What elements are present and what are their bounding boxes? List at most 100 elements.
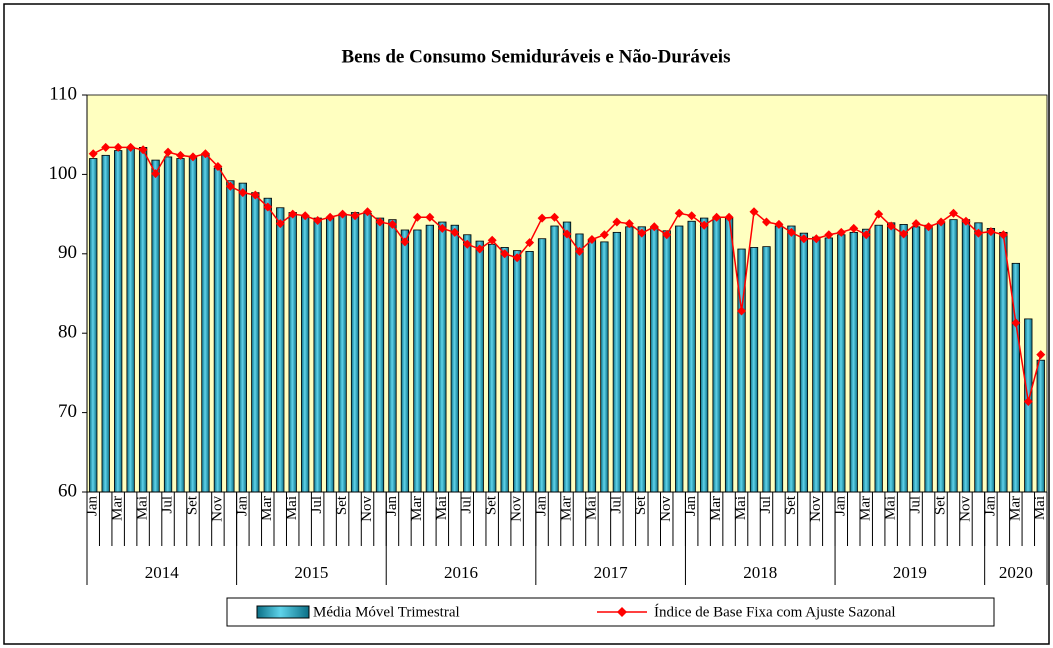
bar (812, 236, 821, 493)
line-marker (1011, 318, 1021, 328)
x-tick-label: Set (633, 495, 649, 515)
bar (550, 225, 559, 493)
line-marker (275, 219, 285, 229)
line-marker (1036, 350, 1046, 360)
line-marker (363, 207, 373, 217)
bar (363, 212, 372, 493)
x-tick-label: Jan (683, 496, 699, 516)
line-marker (300, 211, 310, 221)
x-tick-label: Nov (359, 496, 375, 522)
line-marker (637, 228, 647, 238)
line-marker (899, 229, 909, 239)
bar (887, 222, 896, 493)
bar (263, 197, 272, 493)
line-marker (176, 150, 186, 160)
line-marker (462, 239, 472, 249)
bar (637, 226, 646, 493)
line-marker (886, 221, 896, 231)
x-tick-label: Jan (534, 496, 550, 516)
line-marker (338, 209, 348, 219)
bar (151, 159, 160, 493)
bar (662, 230, 671, 493)
legend-label: Média Móvel Trimestral (313, 604, 460, 620)
x-tick-label: Mar (409, 496, 425, 521)
bar (537, 238, 547, 493)
bar (251, 192, 260, 493)
x-tick-label: Jul (309, 496, 325, 514)
bar (986, 227, 996, 493)
line-marker (961, 216, 971, 226)
line-marker (512, 253, 522, 263)
bar (500, 247, 509, 493)
line-marker (225, 181, 235, 191)
line-marker (263, 202, 273, 212)
bar (625, 226, 634, 493)
y-tick-label: 100 (49, 163, 78, 184)
bar (924, 224, 933, 493)
bar (138, 147, 148, 493)
bar (114, 150, 123, 493)
x-tick-label: Jan (833, 496, 849, 516)
bar (587, 239, 597, 493)
bar (899, 224, 908, 493)
year-label: 2016 (444, 563, 478, 582)
line-marker (861, 230, 871, 240)
line-marker (761, 217, 771, 227)
bar (226, 180, 235, 493)
bar (213, 167, 223, 493)
line-marker (687, 211, 697, 221)
line-marker (699, 220, 709, 230)
x-tick-label: Jan (234, 496, 250, 516)
bar (799, 232, 809, 493)
bar (325, 216, 335, 493)
line-marker (313, 215, 323, 225)
line-marker (874, 209, 884, 219)
year-label: 2014 (145, 563, 180, 582)
x-tick-label: Mai (583, 496, 599, 520)
legend-swatch (617, 607, 627, 617)
year-label: 2017 (594, 563, 629, 582)
line-marker (774, 219, 784, 229)
bar (562, 221, 572, 493)
line-marker (662, 230, 672, 240)
line-marker (612, 217, 622, 227)
line-marker (475, 244, 485, 254)
line-marker (836, 227, 846, 237)
year-label: 2019 (893, 563, 927, 582)
bar (724, 217, 734, 493)
line-marker (101, 142, 111, 152)
bar (313, 217, 322, 493)
line-marker (587, 235, 597, 245)
x-tick-label: Jan (384, 496, 400, 516)
year-label: 2018 (743, 563, 777, 582)
line-marker (737, 306, 747, 316)
x-tick-label: Jan (982, 496, 998, 516)
bar (712, 216, 721, 493)
bar (450, 224, 459, 493)
bar (201, 153, 210, 493)
line-marker (412, 212, 422, 222)
line-marker (375, 217, 385, 227)
bar (176, 158, 185, 493)
line-marker (288, 209, 298, 219)
line-marker (986, 227, 996, 237)
line-marker (163, 147, 173, 157)
line-marker (387, 219, 397, 229)
line-marker (786, 227, 796, 237)
x-tick-label: Mai (434, 496, 450, 520)
bar (575, 233, 584, 493)
bar (687, 220, 696, 493)
line-marker (811, 234, 821, 244)
line-marker (799, 234, 809, 244)
bar (101, 154, 110, 493)
line-marker (824, 230, 834, 240)
bar (463, 234, 472, 493)
bar (675, 225, 684, 493)
line-marker (238, 188, 248, 198)
x-tick-label: Mai (135, 496, 151, 520)
x-tick-label: Mar (558, 496, 574, 521)
bar (238, 182, 247, 493)
bar (375, 217, 385, 493)
line-marker (188, 152, 198, 162)
